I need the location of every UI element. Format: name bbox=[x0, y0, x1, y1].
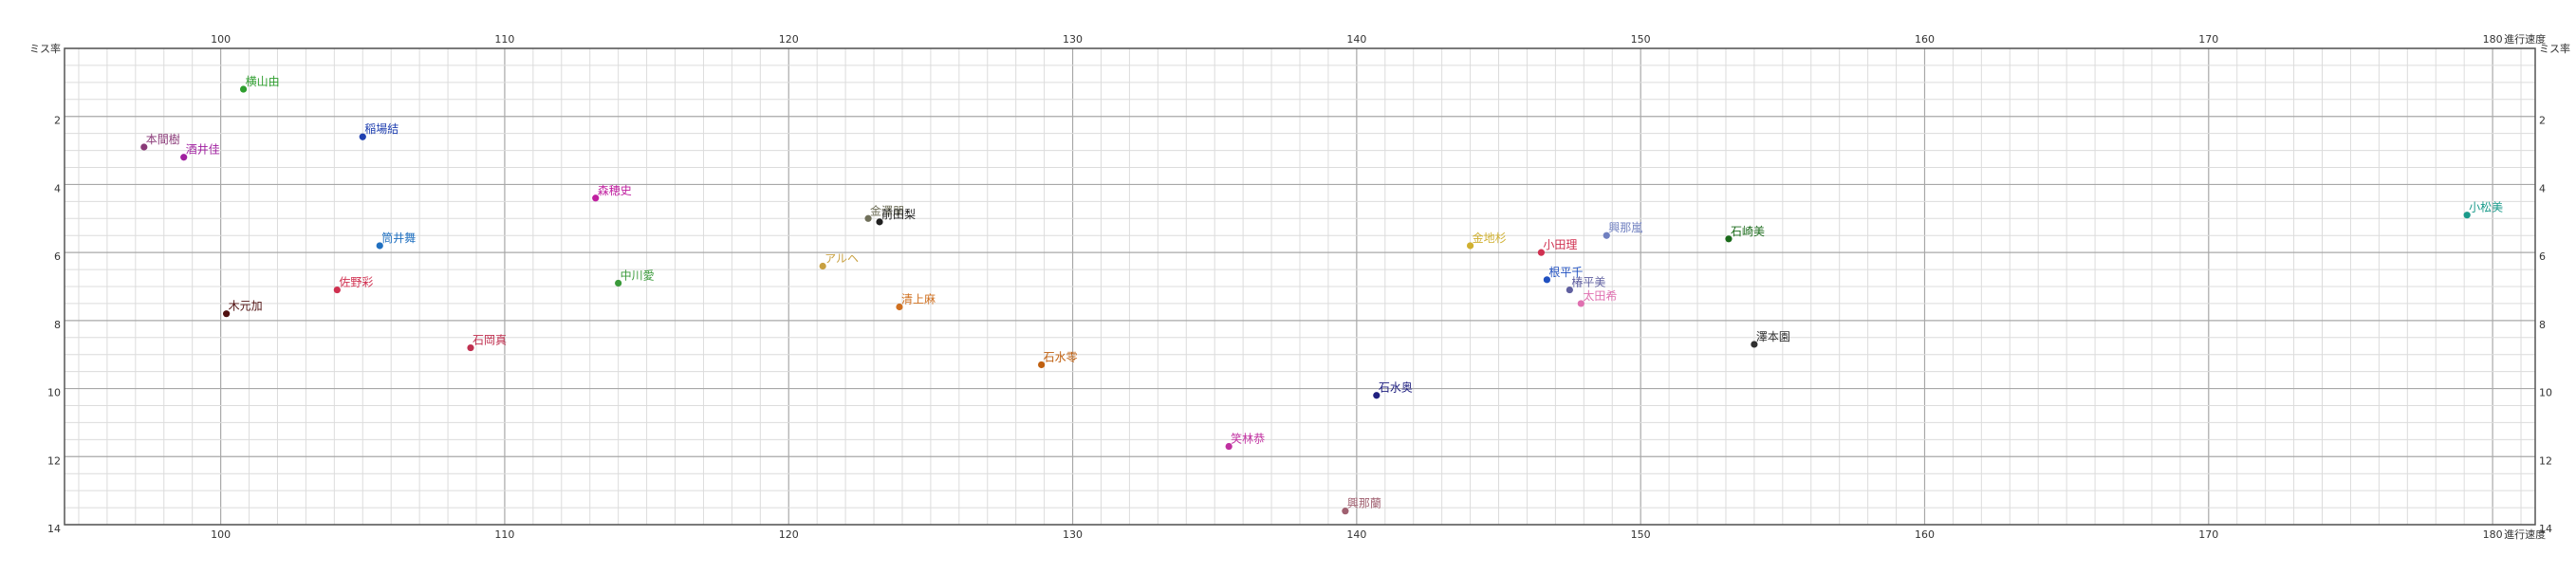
scatter-point bbox=[223, 310, 231, 318]
tick-label-layer: 100 100 110 110 120 120 130 130 140 140 150 150 160 1… bbox=[29, 33, 2570, 541]
scatter-point bbox=[2463, 212, 2471, 219]
x-tick-label-bottom: 130 bbox=[1063, 528, 1083, 541]
y-axis-label-left: ミス率 bbox=[29, 42, 61, 55]
y-axis-label-right: ミス率 bbox=[2539, 42, 2570, 55]
point-label: 金地杉 bbox=[1473, 231, 1507, 245]
point-label: 横山由 bbox=[246, 75, 280, 88]
x-tick-label-top: 110 bbox=[494, 33, 514, 46]
y-tick-label-left: 4 bbox=[54, 182, 61, 194]
point-label: 興那蘭 bbox=[1347, 497, 1381, 510]
scatter-point bbox=[467, 343, 474, 352]
scatter-point bbox=[819, 262, 826, 270]
point-label: 前田梨 bbox=[881, 207, 916, 221]
scatter-point bbox=[1603, 231, 1610, 239]
y-tick-label-right: 14 bbox=[2539, 523, 2552, 535]
scatter-point bbox=[876, 218, 883, 226]
y-tick-label-left: 8 bbox=[54, 319, 61, 331]
y-tick-label-left: 14 bbox=[47, 523, 61, 535]
scatter-point bbox=[1225, 442, 1232, 451]
x-tick-label-top: 180 bbox=[2483, 33, 2503, 46]
y-tick-label-right: 2 bbox=[2539, 115, 2546, 127]
scatter-point bbox=[1373, 392, 1381, 399]
x-tick-label-bottom: 110 bbox=[494, 528, 514, 541]
x-tick-label-top: 100 bbox=[211, 33, 231, 46]
scatter-point bbox=[1038, 361, 1046, 369]
x-tick-label-top: 170 bbox=[2198, 33, 2218, 46]
point-label: 笑林恭 bbox=[1231, 432, 1265, 446]
y-tick-label-right: 12 bbox=[2539, 454, 2552, 467]
x-tick-label-bottom: 140 bbox=[1346, 528, 1366, 541]
y-tick-label-right: 10 bbox=[2539, 387, 2552, 399]
y-tick-label-right: 8 bbox=[2539, 319, 2546, 331]
point-label: 筒井舞 bbox=[381, 231, 416, 245]
x-tick-label-top: 160 bbox=[1915, 33, 1935, 46]
point-label: 中川愛 bbox=[621, 268, 655, 282]
y-tick-label-left: 2 bbox=[54, 115, 61, 127]
x-axis-label-bottom: 進行速度 bbox=[2504, 528, 2546, 541]
x-axis-label-top: 進行速度 bbox=[2504, 32, 2546, 46]
scatter-point bbox=[1725, 235, 1733, 243]
plot-frame bbox=[64, 47, 2536, 526]
point-label: 石水零 bbox=[1044, 350, 1078, 363]
y-tick-label-right: 4 bbox=[2539, 182, 2546, 194]
point-label: 清上麻 bbox=[901, 292, 936, 306]
scatter-point bbox=[1342, 508, 1349, 515]
grid-layer bbox=[65, 47, 2535, 526]
x-tick-label-top: 130 bbox=[1063, 33, 1083, 46]
x-tick-label-top: 120 bbox=[779, 33, 799, 46]
point-label: 石水奥 bbox=[1379, 381, 1413, 395]
point-label: 本間樹 bbox=[146, 133, 180, 146]
y-tick-label-left: 10 bbox=[47, 387, 61, 399]
point-label: 椿平美 bbox=[1571, 276, 1605, 289]
x-tick-label-top: 140 bbox=[1346, 33, 1366, 46]
scatter-point bbox=[180, 154, 188, 161]
x-tick-label-bottom: 100 bbox=[211, 528, 231, 541]
scatter-point bbox=[1543, 276, 1550, 284]
point-label: 森穂史 bbox=[598, 183, 632, 197]
scatter-point bbox=[1566, 286, 1573, 294]
x-tick-label-top: 150 bbox=[1631, 33, 1651, 46]
point-label: 木元加 bbox=[229, 300, 263, 313]
point-label: 小田理 bbox=[1543, 238, 1577, 251]
scatter-point bbox=[1577, 300, 1585, 307]
scatter-point bbox=[1466, 242, 1474, 250]
point-label: 興那嵐 bbox=[1608, 221, 1642, 234]
scatter-point bbox=[864, 214, 872, 222]
x-tick-label-bottom: 170 bbox=[2198, 528, 2218, 541]
scatter-point bbox=[1751, 341, 1758, 348]
scatter-point bbox=[1537, 249, 1546, 256]
x-tick-label-bottom: 180 bbox=[2483, 528, 2503, 541]
x-tick-label-bottom: 160 bbox=[1915, 528, 1935, 541]
y-tick-label-left: 12 bbox=[47, 454, 61, 467]
point-label: 小松美 bbox=[2469, 201, 2503, 214]
scatter-point bbox=[140, 143, 148, 151]
scatter-point bbox=[359, 133, 366, 140]
point-label: 金澤朋 bbox=[870, 203, 904, 217]
point-label: 太田希 bbox=[1583, 288, 1617, 303]
axis-label-layer: 進行速度 進行速度 bbox=[2504, 32, 2546, 541]
point-label: 佐野彩 bbox=[339, 276, 373, 289]
y-tick-label-left: 6 bbox=[54, 250, 61, 263]
point-label: 石崎美 bbox=[1731, 225, 1765, 238]
x-tick-label-bottom: 150 bbox=[1631, 528, 1651, 541]
point-label: 稲場結 bbox=[364, 122, 398, 136]
point-label: 石岡真 bbox=[473, 334, 507, 347]
scatter-point bbox=[592, 194, 600, 202]
point-label: 根平千 bbox=[1548, 266, 1583, 279]
point-label: 澤本園 bbox=[1756, 330, 1790, 343]
scatter-point bbox=[333, 286, 341, 294]
scatter-point bbox=[376, 242, 383, 250]
y-tick-label-right: 6 bbox=[2539, 250, 2546, 263]
x-tick-label-bottom: 120 bbox=[779, 528, 799, 541]
scatter-point bbox=[239, 85, 248, 93]
point-label: 酒井佳 bbox=[186, 143, 220, 157]
scatter-point bbox=[615, 279, 622, 287]
point-label: アルヘ bbox=[825, 251, 859, 265]
scatter-point bbox=[896, 303, 903, 311]
